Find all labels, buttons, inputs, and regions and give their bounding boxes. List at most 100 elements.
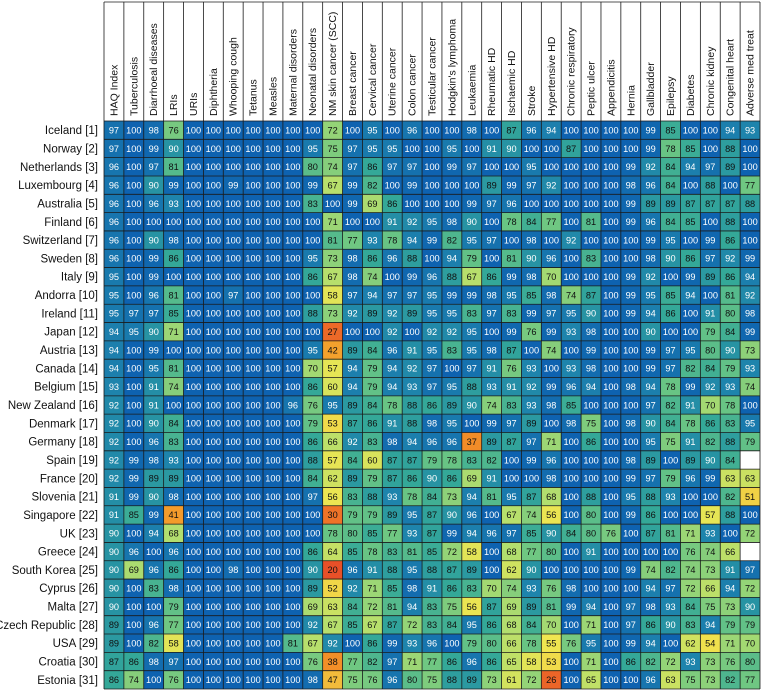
cell-value: 95: [526, 162, 536, 172]
cell-value: 98: [487, 290, 497, 300]
cell-value: 100: [563, 565, 578, 575]
cell-value: 99: [646, 364, 656, 374]
cell-value: 100: [166, 345, 181, 355]
heatmap-cell: [322, 377, 343, 396]
cell-value: 100: [603, 180, 618, 190]
cell-group: 97 100 98 76 100 100 100 100 100 100 100 72 100 95 100…: [104, 121, 760, 689]
heatmap-cell: [581, 230, 601, 250]
heatmap-cell: [382, 432, 403, 451]
heatmap-cell: [740, 175, 760, 195]
heatmap-cell: [620, 395, 641, 415]
cell-value: 75: [586, 419, 596, 429]
heatmap-cell: [322, 395, 343, 415]
cell-value: 91: [685, 400, 695, 410]
heatmap-cell: [282, 212, 303, 231]
cell-value: 100: [226, 364, 241, 374]
heatmap-cell: [461, 432, 482, 451]
cell-value: 100: [245, 675, 260, 685]
cell-value: 98: [447, 217, 457, 227]
heatmap-cell: [660, 267, 681, 286]
heatmap-cell: [123, 395, 144, 415]
cell-value: 89: [685, 455, 695, 465]
cell-value: 93: [745, 125, 755, 135]
cell-value: 86: [308, 382, 318, 392]
cell-value: 100: [245, 529, 260, 539]
heatmap-cell: [620, 212, 641, 231]
heatmap-cell: [163, 139, 184, 158]
heatmap-cell: [123, 450, 144, 470]
cell-value: 100: [285, 492, 300, 502]
cell-value: 97: [626, 620, 636, 630]
cell-value: 73: [725, 602, 735, 612]
heatmap-cell: [541, 322, 562, 341]
cell-value: 100: [623, 400, 638, 410]
cell-value: 90: [109, 565, 119, 575]
cell-value: 100: [603, 602, 618, 612]
heatmap-cell: [422, 194, 442, 213]
heatmap-cell: [402, 414, 423, 433]
heatmap-cell: [302, 322, 323, 341]
cell-value: 97: [705, 254, 715, 264]
heatmap-cell: [481, 322, 502, 341]
cell-value: 99: [407, 180, 417, 190]
cell-value: 99: [546, 382, 556, 392]
cell-value: 66: [327, 437, 337, 447]
cell-value: 87: [506, 125, 516, 135]
cell-value: 95: [387, 144, 397, 154]
cell-value: 81: [725, 290, 735, 300]
row-label-canada-14: Canada [14]: [35, 363, 98, 375]
heatmap-cell: [581, 377, 601, 396]
cell-value: 79: [725, 620, 735, 630]
cell-value: 100: [186, 638, 201, 648]
heatmap-cell: [263, 285, 283, 305]
cell-value: 100: [265, 565, 280, 575]
cell-value: 97: [467, 364, 477, 374]
cell-value: 100: [226, 309, 241, 319]
cell-value: 94: [646, 584, 656, 594]
cell-value: 100: [563, 162, 578, 172]
heatmap-cell: [342, 450, 363, 470]
heatmap-cell: [600, 340, 621, 360]
cell-value: 96: [685, 474, 695, 484]
heatmap-cell: [203, 395, 224, 415]
cell-value: 100: [603, 364, 618, 374]
cell-value: 100: [126, 437, 141, 447]
heatmap-cell: [620, 377, 641, 396]
heatmap-cell: [581, 157, 601, 176]
cell-value: 95: [308, 254, 318, 264]
cell-value: 100: [583, 199, 598, 209]
heatmap-cell: [660, 377, 681, 396]
heatmap-cell: [402, 194, 423, 213]
cell-value: 94: [685, 290, 695, 300]
cell-value: 100: [742, 510, 757, 520]
heatmap-cell: [104, 359, 124, 378]
cell-value: 100: [245, 162, 260, 172]
cell-value: 100: [265, 327, 280, 337]
heatmap-cell: [720, 212, 741, 231]
heatmap-cell: [581, 249, 601, 268]
heatmap-cell: [700, 194, 721, 213]
heatmap-cell: [600, 285, 621, 305]
heatmap-cell: [541, 450, 562, 470]
heatmap-cell: [123, 322, 144, 341]
row-label-usa-29: USA [29]: [53, 638, 98, 650]
cell-value: 100: [186, 199, 201, 209]
cell-value: 100: [484, 217, 499, 227]
cell-value: 100: [583, 162, 598, 172]
cell-value: 100: [623, 327, 638, 337]
heatmap-cell: [163, 432, 184, 451]
heatmap-cell: [163, 157, 184, 176]
heatmap-cell: [640, 395, 661, 415]
cell-value: 100: [206, 199, 221, 209]
cell-value: 98: [308, 675, 318, 685]
cell-value: 100: [544, 162, 559, 172]
heatmap-cell: [501, 304, 522, 323]
heatmap-cell: [501, 157, 522, 176]
cell-value: 78: [447, 455, 457, 465]
heatmap-cell: [640, 285, 661, 305]
cell-value: 95: [467, 620, 477, 630]
cell-value: 82: [725, 492, 735, 502]
cell-value: 72: [526, 675, 536, 685]
heatmap-cell: [680, 432, 701, 451]
cell-value: 75: [685, 675, 695, 685]
